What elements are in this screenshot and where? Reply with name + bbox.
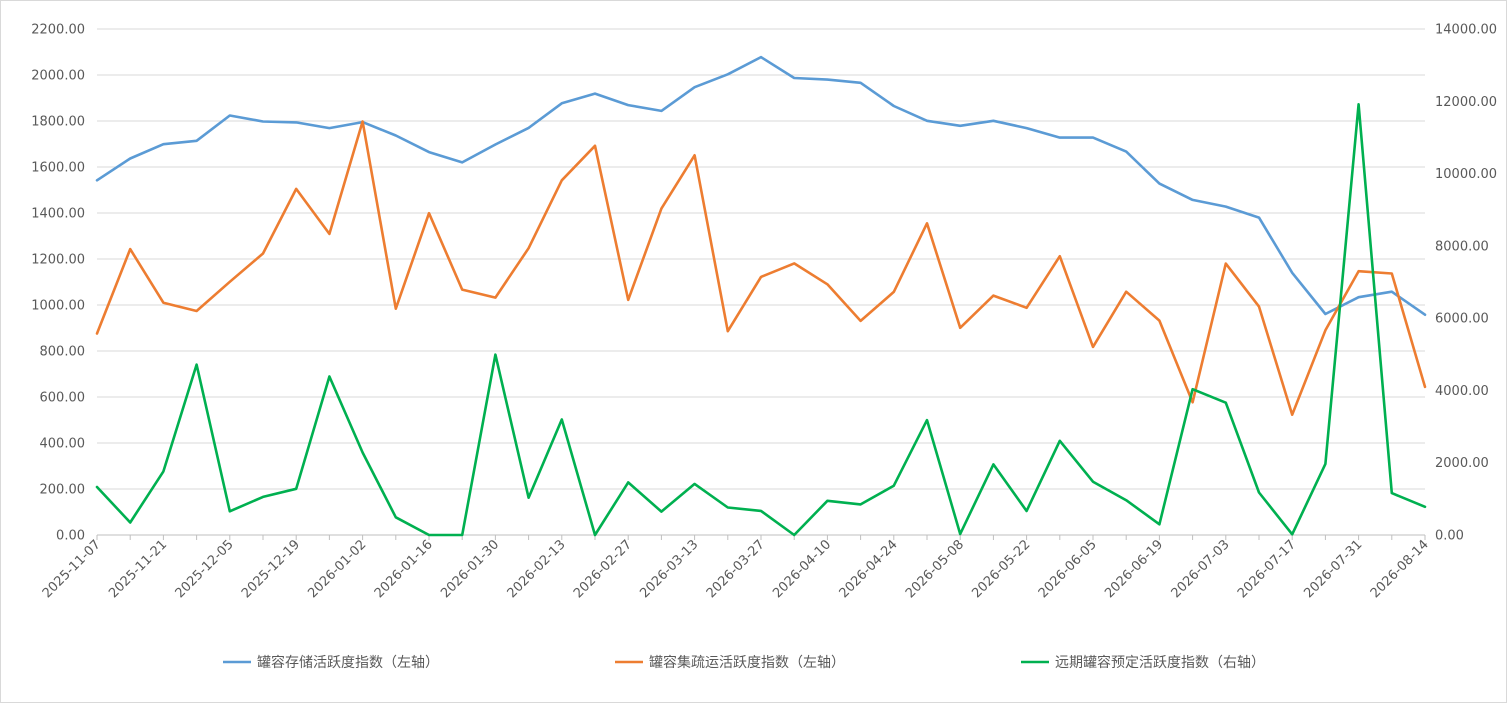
series-lines (95, 55, 1427, 537)
left-tick-label: 1800.00 (31, 115, 85, 130)
left-tick-label: 800.00 (40, 345, 86, 360)
x-tick-label: 2025-11-21 (106, 537, 170, 601)
right-tick-label: 6000.00 (1435, 312, 1489, 327)
legend-label: 罐容存储活跃度指数（左轴） (257, 654, 439, 671)
series-line-3 (95, 103, 1427, 537)
x-tick-label: 2026-04-24 (837, 537, 901, 601)
x-tick-label: 2026-01-02 (305, 537, 369, 601)
left-tick-label: 0.00 (56, 529, 85, 544)
left-tick-label: 2200.00 (31, 23, 85, 38)
gridlines (97, 28, 1425, 490)
legend-label: 远期罐容预定活跃度指数（右轴） (1055, 654, 1265, 671)
left-axis-ticks: 0.00 200.00 400.00 600.00 800.00 1000.00 1200.… (31, 23, 85, 544)
x-tick-label: 2026-07-03 (1169, 537, 1233, 601)
x-tick-label: 2026-01-16 (372, 537, 436, 601)
right-tick-label: 4000.00 (1435, 384, 1489, 399)
series-line-2 (95, 120, 1427, 417)
x-tick-label: 2025-11-07 (40, 537, 104, 601)
x-tick-label: 2026-05-08 (903, 537, 967, 601)
right-tick-label: 14000.00 (1435, 23, 1497, 38)
legend: 罐容存储活跃度指数（左轴） 罐容集疏运活跃度指数（左轴） 远期罐容预定活跃度指数（右… (223, 654, 1265, 671)
x-tick-label: 2026-03-13 (637, 537, 701, 601)
right-tick-label: 12000.00 (1435, 95, 1497, 110)
legend-label: 罐容集疏运活跃度指数（左轴） (649, 654, 845, 671)
x-tick-label: 2025-12-05 (173, 537, 237, 601)
x-tick-label: 2025-12-19 (239, 537, 303, 601)
x-tick-label: 2026-01-30 (438, 537, 502, 601)
right-tick-label: 8000.00 (1435, 239, 1489, 254)
x-tick-label: 2026-06-05 (1036, 537, 1100, 601)
x-tick-label: 2026-02-13 (505, 537, 569, 601)
left-tick-label: 1400.00 (31, 207, 85, 222)
left-tick-label: 1200.00 (31, 253, 85, 268)
left-tick-label: 400.00 (40, 437, 86, 452)
x-tick-label: 2026-07-31 (1301, 537, 1365, 601)
series-line-1 (95, 55, 1427, 317)
right-tick-label: 10000.00 (1435, 167, 1497, 182)
right-tick-label: 2000.00 (1435, 456, 1489, 471)
right-tick-label: 0.00 (1435, 529, 1464, 544)
left-tick-label: 1600.00 (31, 161, 85, 176)
right-axis-ticks: 0.00 2000.00 4000.00 6000.00 8000.00 10000.00… (1435, 23, 1497, 544)
x-tick-label: 2026-05-22 (969, 537, 1033, 601)
x-tick-label: 2026-04-10 (770, 537, 834, 601)
x-tick-label: 2026-03-27 (704, 537, 768, 601)
x-tick-label: 2026-07-17 (1235, 537, 1299, 601)
x-axis-ticks: 2025-11-07 2025-11-21 2025-12-05 2025-12-19… (40, 535, 1432, 601)
x-tick-label: 2026-08-14 (1368, 537, 1432, 601)
x-tick-label: 2026-06-19 (1102, 537, 1166, 601)
left-tick-label: 200.00 (40, 483, 86, 498)
left-tick-label: 600.00 (40, 391, 86, 406)
x-tick-label: 2026-02-27 (571, 537, 635, 601)
left-tick-label: 1000.00 (31, 299, 85, 314)
left-tick-label: 2000.00 (31, 69, 85, 84)
